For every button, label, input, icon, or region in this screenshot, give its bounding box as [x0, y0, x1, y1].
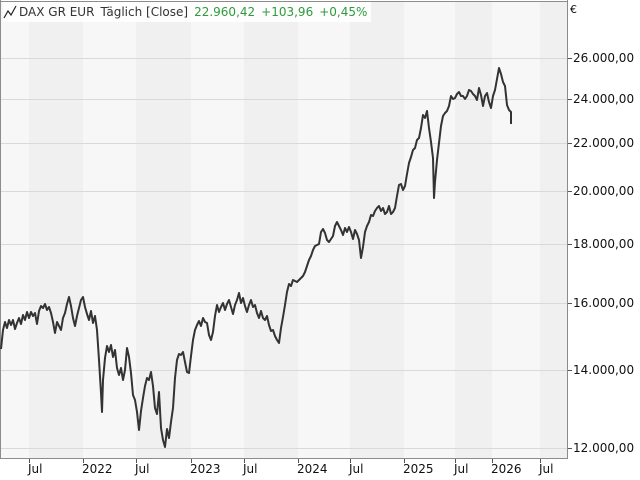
y-tick-label: 14.000,00	[573, 363, 635, 377]
y-axis-ticks	[568, 58, 572, 449]
period-label: Täglich [Close]	[100, 5, 189, 19]
y-tick-label: 12.000,00	[573, 441, 635, 455]
x-tick-label: 2022	[82, 462, 113, 476]
x-tick-label: Jul	[28, 462, 43, 476]
background-bands	[0, 1, 567, 458]
y-tick-label: 22.000,00	[573, 136, 635, 150]
y-tick-label: 24.000,00	[573, 92, 635, 106]
x-tick-label: Jul	[135, 462, 150, 476]
x-tick-label: 2026	[491, 462, 522, 476]
instrument-name: DAX GR EUR	[19, 5, 95, 19]
gridlines	[0, 58, 567, 449]
y-tick-label: 26.000,00	[573, 51, 635, 65]
x-tick-label: 2024	[297, 462, 328, 476]
currency-label: €	[570, 3, 577, 16]
x-tick-label: Jul	[454, 462, 469, 476]
last-value: 22.960,42	[194, 5, 256, 19]
y-tick-label: 16.000,00	[573, 296, 635, 310]
x-axis-ticks	[29, 459, 541, 463]
x-tick-label: Jul	[243, 462, 258, 476]
change-percent: +0,45%	[319, 5, 368, 19]
change-value: +103,96	[261, 5, 314, 19]
chart-legend: DAX GR EUR Täglich [Close] 22.960,42 +10…	[3, 2, 372, 22]
plot-frame	[0, 0, 568, 459]
x-tick-label: 2023	[190, 462, 221, 476]
x-tick-label: Jul	[349, 462, 364, 476]
x-tick-label: 2025	[403, 462, 434, 476]
x-tick-label: Jul	[539, 462, 554, 476]
line-chart-icon	[3, 5, 17, 19]
y-tick-label: 20.000,00	[573, 184, 635, 198]
y-tick-label: 18.000,00	[573, 237, 635, 251]
price-line	[0, 67, 512, 448]
